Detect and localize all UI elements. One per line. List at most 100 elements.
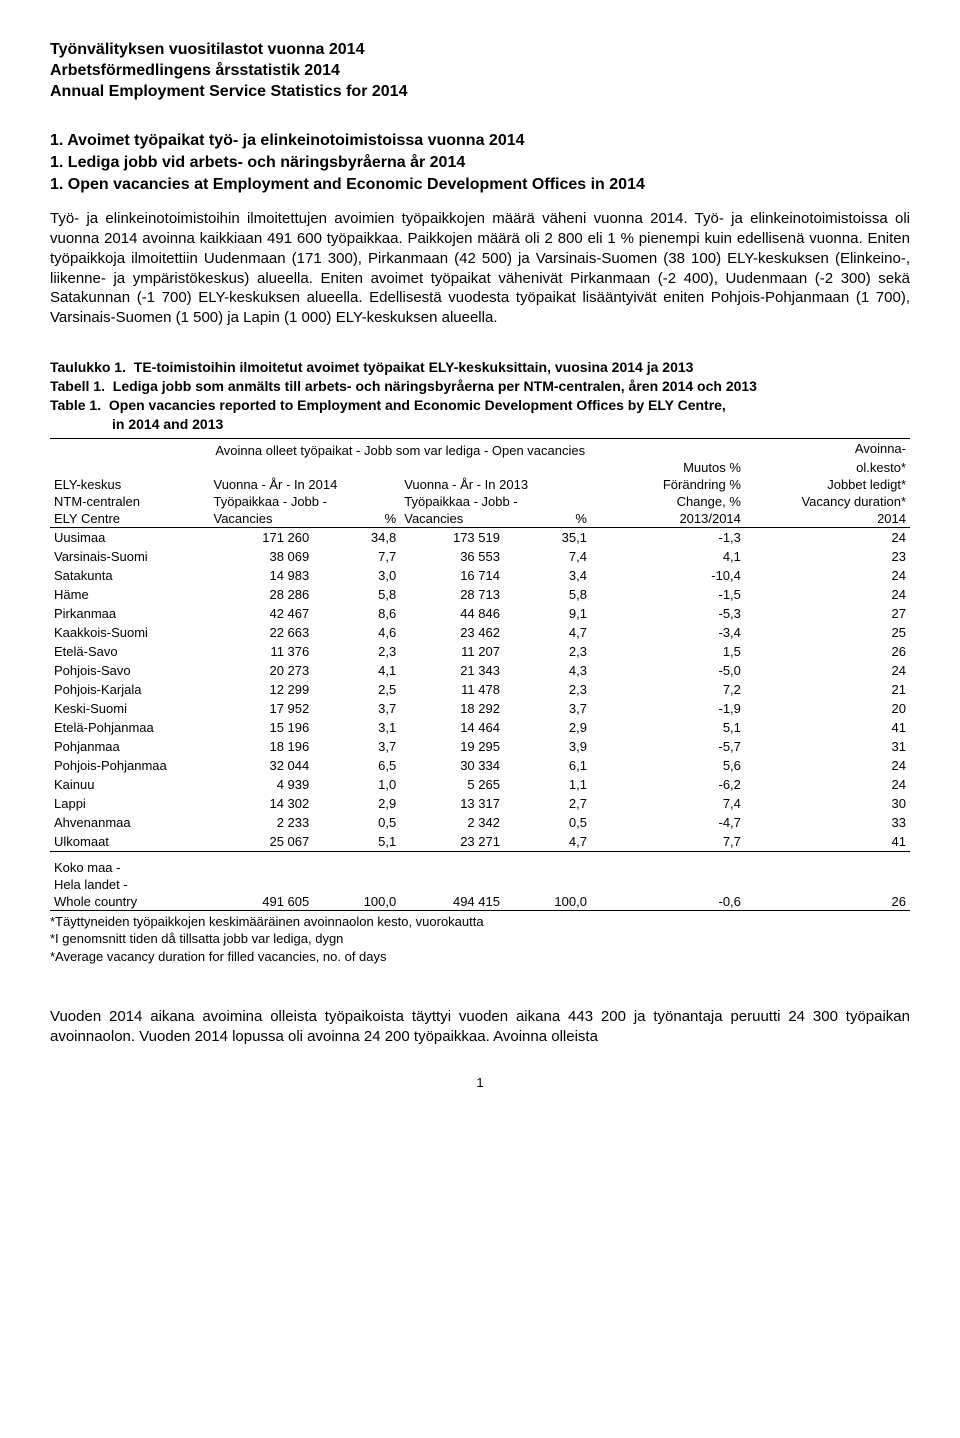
table-row: Häme28 2865,828 7135,8-1,524 bbox=[50, 585, 910, 604]
cell-p2: 2,9 bbox=[504, 718, 591, 737]
cell-chg: 7,2 bbox=[591, 680, 745, 699]
hdr-chg-d: 2013/2014 bbox=[591, 510, 745, 528]
total-p2: 100,0 bbox=[504, 893, 591, 911]
hdr-year2-b: Työpaikkaa - Jobb - bbox=[400, 493, 591, 510]
cell-chg: -5,3 bbox=[591, 604, 745, 623]
cell-p2: 7,4 bbox=[504, 547, 591, 566]
cell-p2: 2,3 bbox=[504, 680, 591, 699]
table-title-block: Taulukko 1. TE-toimistoihin ilmoitetut a… bbox=[50, 358, 910, 434]
table-row: Lappi14 3022,913 3172,77,430 bbox=[50, 794, 910, 813]
total-label-fi: Koko maa - bbox=[50, 851, 210, 876]
hdr-dur-c: Jobbet ledigt* bbox=[745, 476, 910, 493]
cell-p1: 34,8 bbox=[313, 527, 400, 547]
cell-v1: 11 376 bbox=[210, 642, 314, 661]
cell-p2: 3,9 bbox=[504, 737, 591, 756]
cell-v2: 16 714 bbox=[400, 566, 504, 585]
cell-dur: 24 bbox=[745, 775, 910, 794]
page-number: 1 bbox=[50, 1075, 910, 1090]
cell-p2: 9,1 bbox=[504, 604, 591, 623]
cell-dur: 33 bbox=[745, 813, 910, 832]
total-label-en: Whole country bbox=[50, 893, 210, 911]
cell-p2: 4,3 bbox=[504, 661, 591, 680]
hdr-year2-a: Vuonna - År - In 2013 bbox=[400, 476, 591, 493]
cell-v2: 18 292 bbox=[400, 699, 504, 718]
cell-v2: 44 846 bbox=[400, 604, 504, 623]
table-row: Ulkomaat25 0675,123 2714,77,741 bbox=[50, 832, 910, 852]
cell-region: Satakunta bbox=[50, 566, 210, 585]
cell-p2: 2,3 bbox=[504, 642, 591, 661]
cell-chg: -6,2 bbox=[591, 775, 745, 794]
cell-v1: 17 952 bbox=[210, 699, 314, 718]
cell-chg: -3,4 bbox=[591, 623, 745, 642]
cell-p2: 3,4 bbox=[504, 566, 591, 585]
cell-p1: 3,7 bbox=[313, 699, 400, 718]
cell-chg: 5,6 bbox=[591, 756, 745, 775]
cell-p2: 6,1 bbox=[504, 756, 591, 775]
cell-chg: -1,9 bbox=[591, 699, 745, 718]
cell-v2: 23 462 bbox=[400, 623, 504, 642]
hdr-dur-d: Vacancy duration* bbox=[745, 493, 910, 510]
cell-chg: -4,7 bbox=[591, 813, 745, 832]
hdr-pct2: % bbox=[504, 510, 591, 528]
cell-v1: 15 196 bbox=[210, 718, 314, 737]
table-row: Etelä-Pohjanmaa15 1963,114 4642,95,141 bbox=[50, 718, 910, 737]
cell-p1: 2,9 bbox=[313, 794, 400, 813]
section-heading-sv: 1. Lediga jobb vid arbets- och näringsby… bbox=[50, 152, 910, 174]
cell-v2: 11 478 bbox=[400, 680, 504, 699]
cell-v2: 23 271 bbox=[400, 832, 504, 852]
hdr-region-c: ELY Centre bbox=[50, 510, 210, 528]
cell-dur: 24 bbox=[745, 756, 910, 775]
title-sv: Arbetsförmedlingens årsstatistik 2014 bbox=[50, 61, 910, 82]
cell-v2: 2 342 bbox=[400, 813, 504, 832]
cell-p1: 3,1 bbox=[313, 718, 400, 737]
cell-p2: 1,1 bbox=[504, 775, 591, 794]
hdr-pct1: % bbox=[313, 510, 400, 528]
cell-region: Lappi bbox=[50, 794, 210, 813]
cell-region: Ulkomaat bbox=[50, 832, 210, 852]
cell-chg: 7,4 bbox=[591, 794, 745, 813]
hdr-dur-a: Avoinna- bbox=[745, 438, 910, 459]
cell-region: Pohjois-Pohjanmaa bbox=[50, 756, 210, 775]
cell-chg: 5,1 bbox=[591, 718, 745, 737]
cell-dur: 21 bbox=[745, 680, 910, 699]
cell-p1: 3,0 bbox=[313, 566, 400, 585]
cell-region: Kaakkois-Suomi bbox=[50, 623, 210, 642]
cell-p1: 1,0 bbox=[313, 775, 400, 794]
footnote-sv: *I genomsnitt tiden då tillsatta jobb va… bbox=[50, 930, 910, 948]
title-en: Annual Employment Service Statistics for… bbox=[50, 82, 910, 103]
cell-v1: 14 302 bbox=[210, 794, 314, 813]
cell-region: Etelä-Savo bbox=[50, 642, 210, 661]
hdr-year1-b: Työpaikkaa - Jobb - bbox=[210, 493, 401, 510]
table-row: Satakunta14 9833,016 7143,4-10,424 bbox=[50, 566, 910, 585]
cell-region: Pohjois-Karjala bbox=[50, 680, 210, 699]
table-row: Pohjois-Savo20 2734,121 3434,3-5,024 bbox=[50, 661, 910, 680]
cell-v1: 42 467 bbox=[210, 604, 314, 623]
cell-v1: 171 260 bbox=[210, 527, 314, 547]
cell-v1: 4 939 bbox=[210, 775, 314, 794]
hdr-chg-a: Muutos % bbox=[591, 459, 745, 476]
cell-v2: 173 519 bbox=[400, 527, 504, 547]
cell-p1: 0,5 bbox=[313, 813, 400, 832]
section-headings: 1. Avoimet työpaikat työ- ja elinkeinoto… bbox=[50, 130, 910, 195]
cell-dur: 26 bbox=[745, 642, 910, 661]
table-row: Keski-Suomi17 9523,718 2923,7-1,920 bbox=[50, 699, 910, 718]
cell-v1: 14 983 bbox=[210, 566, 314, 585]
table-row: Pirkanmaa42 4678,644 8469,1-5,327 bbox=[50, 604, 910, 623]
cell-v2: 28 713 bbox=[400, 585, 504, 604]
cell-dur: 31 bbox=[745, 737, 910, 756]
total-p1: 100,0 bbox=[313, 893, 400, 911]
cell-dur: 23 bbox=[745, 547, 910, 566]
cell-p2: 4,7 bbox=[504, 623, 591, 642]
total-v2: 494 415 bbox=[400, 893, 504, 911]
table-row: Varsinais-Suomi38 0697,736 5537,44,123 bbox=[50, 547, 910, 566]
cell-v1: 18 196 bbox=[210, 737, 314, 756]
cell-region: Uusimaa bbox=[50, 527, 210, 547]
cell-dur: 27 bbox=[745, 604, 910, 623]
body-paragraph: Työ- ja elinkeinotoimistoihin ilmoitettu… bbox=[50, 209, 910, 328]
cell-chg: 1,5 bbox=[591, 642, 745, 661]
cell-v1: 32 044 bbox=[210, 756, 314, 775]
cell-p1: 4,6 bbox=[313, 623, 400, 642]
cell-v2: 14 464 bbox=[400, 718, 504, 737]
cell-v2: 5 265 bbox=[400, 775, 504, 794]
cell-chg: -1,3 bbox=[591, 527, 745, 547]
